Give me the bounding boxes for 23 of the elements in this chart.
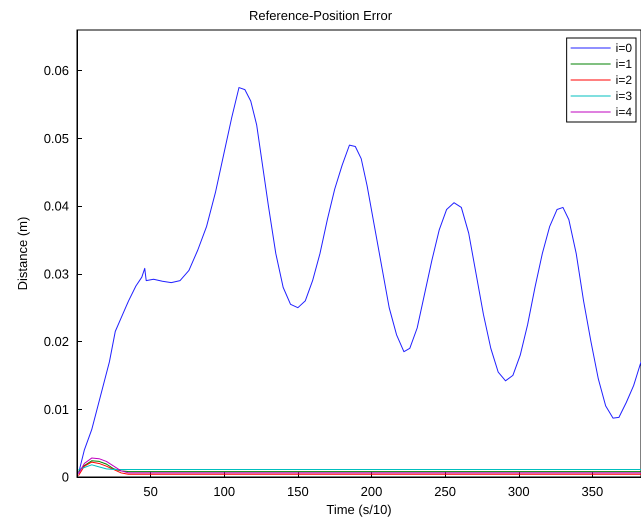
x-tick-label: 150 [287, 484, 309, 499]
y-tick-label: 0.02 [44, 334, 69, 350]
x-tick-label: 250 [434, 484, 456, 499]
x-tick-label: 50 [143, 484, 158, 499]
line-series [78, 87, 641, 474]
y-tick-label: 0 [62, 470, 69, 484]
x-axis-title: Time (s/10) [326, 502, 392, 517]
y-tick-label: 0.01 [44, 402, 69, 417]
legend-label: i=0 [616, 41, 632, 55]
x-tick-label: 100 [213, 484, 236, 499]
y-axis-title: Distance (m) [15, 216, 30, 290]
legend-label: i=2 [616, 73, 632, 87]
x-tick-label: 350 [582, 484, 604, 499]
x-tick-label: 200 [360, 484, 382, 499]
chart-title: Reference-Position Error [248, 8, 393, 23]
y-tick-label: 0.04 [44, 198, 69, 214]
x-tick-label: 300 [508, 484, 530, 499]
legend-label: i=3 [616, 89, 632, 103]
legend-label: i=4 [616, 105, 632, 119]
y-tick-label: 0.06 [44, 63, 69, 78]
y-tick-label: 0.03 [44, 266, 69, 282]
y-tick-label: 0.05 [44, 130, 69, 146]
legend-label: i=1 [616, 57, 632, 71]
